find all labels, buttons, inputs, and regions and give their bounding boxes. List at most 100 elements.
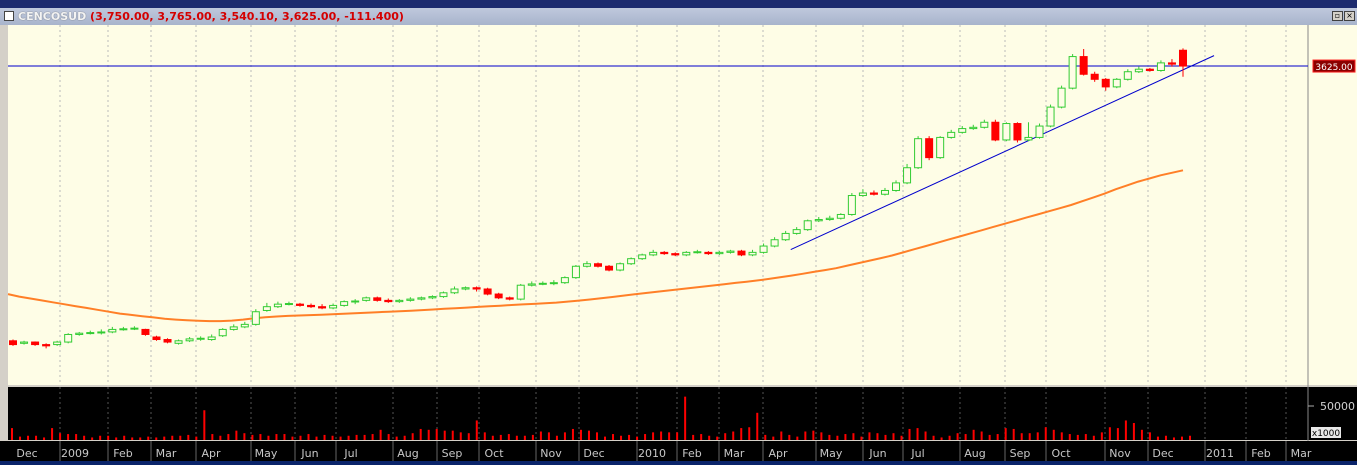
- volume-bar[interactable]: [636, 436, 639, 440]
- candle-body[interactable]: [560, 277, 569, 284]
- candle-body[interactable]: [1145, 68, 1154, 71]
- volume-bar[interactable]: [315, 436, 318, 440]
- candle-body[interactable]: [516, 284, 525, 300]
- restore-button[interactable]: ▫: [1332, 11, 1343, 21]
- candle-body[interactable]: [903, 167, 912, 184]
- volume-bar[interactable]: [515, 435, 518, 440]
- candle-body[interactable]: [450, 288, 459, 294]
- candle-body[interactable]: [1090, 73, 1099, 80]
- candle-body[interactable]: [836, 213, 845, 219]
- candle-body[interactable]: [64, 333, 73, 343]
- volume-bar[interactable]: [435, 428, 438, 440]
- volume-bar[interactable]: [307, 434, 310, 440]
- volume-bar[interactable]: [251, 434, 254, 440]
- volume-bar[interactable]: [235, 430, 238, 440]
- volume-bar[interactable]: [587, 430, 590, 440]
- candle-body[interactable]: [770, 239, 779, 247]
- candle-body[interactable]: [42, 344, 51, 347]
- candle-body[interactable]: [1079, 56, 1088, 75]
- candle-body[interactable]: [439, 292, 448, 298]
- volume-bar[interactable]: [1140, 429, 1143, 440]
- volume-bar[interactable]: [756, 412, 759, 440]
- candle-body[interactable]: [362, 297, 371, 301]
- volume-bar[interactable]: [1132, 423, 1135, 440]
- candle-body[interactable]: [693, 251, 702, 254]
- candle-body[interactable]: [792, 229, 801, 234]
- volume-bar[interactable]: [612, 434, 615, 440]
- volume-bar[interactable]: [684, 396, 687, 440]
- volume-bar[interactable]: [203, 410, 206, 440]
- candle-body[interactable]: [825, 217, 834, 221]
- volume-bar[interactable]: [916, 428, 919, 440]
- volume-bar[interactable]: [732, 431, 735, 441]
- volume-bar[interactable]: [1060, 432, 1063, 440]
- candle-body[interactable]: [295, 303, 304, 306]
- candle-body[interactable]: [406, 298, 415, 301]
- volume-bar[interactable]: [956, 433, 959, 440]
- volume-bar[interactable]: [395, 436, 398, 440]
- candle-body[interactable]: [947, 131, 956, 138]
- candle-body[interactable]: [582, 263, 591, 267]
- candle-body[interactable]: [858, 192, 867, 197]
- volume-bar[interactable]: [716, 436, 719, 440]
- volume-bar[interactable]: [660, 431, 663, 441]
- candle-body[interactable]: [660, 251, 669, 255]
- volume-bar[interactable]: [595, 432, 598, 440]
- volume-bar[interactable]: [379, 429, 382, 440]
- candle-body[interactable]: [638, 254, 647, 260]
- volume-bar[interactable]: [443, 430, 446, 440]
- candle-body[interactable]: [1156, 62, 1165, 71]
- volume-bar[interactable]: [900, 435, 903, 440]
- volume-bar[interactable]: [1156, 436, 1159, 440]
- volume-bar[interactable]: [571, 428, 574, 440]
- candle-body[interactable]: [748, 251, 757, 256]
- candle-body[interactable]: [273, 303, 282, 308]
- candle-body[interactable]: [936, 136, 945, 159]
- candle-body[interactable]: [483, 288, 492, 295]
- candle-body[interactable]: [616, 263, 625, 271]
- volume-bar[interactable]: [1164, 435, 1167, 440]
- volume-bar[interactable]: [179, 435, 182, 440]
- volume-bar[interactable]: [1148, 432, 1151, 440]
- volume-bar[interactable]: [964, 434, 967, 440]
- volume-bar[interactable]: [323, 434, 326, 440]
- candle-body[interactable]: [351, 300, 360, 303]
- volume-bar[interactable]: [43, 437, 46, 440]
- volume-bar[interactable]: [475, 420, 478, 440]
- volume-bar[interactable]: [291, 436, 294, 440]
- volume-bar[interactable]: [483, 432, 486, 440]
- volume-bar[interactable]: [507, 434, 510, 440]
- candle-body[interactable]: [185, 338, 194, 342]
- volume-bar[interactable]: [884, 434, 887, 440]
- volume-bar[interactable]: [331, 435, 334, 440]
- volume-bar[interactable]: [491, 435, 494, 440]
- candle-body[interactable]: [1024, 136, 1033, 141]
- volume-bar[interactable]: [700, 434, 703, 440]
- volume-bar[interactable]: [139, 437, 142, 440]
- candle-body[interactable]: [318, 306, 327, 309]
- volume-bar[interactable]: [940, 437, 943, 440]
- candle-body[interactable]: [1068, 56, 1077, 89]
- candle-body[interactable]: [1013, 123, 1022, 141]
- volume-bar[interactable]: [1189, 435, 1191, 440]
- candle-body[interactable]: [1002, 123, 1011, 141]
- volume-bar[interactable]: [539, 431, 542, 441]
- volume-bar[interactable]: [820, 432, 823, 440]
- candle-body[interactable]: [627, 258, 636, 265]
- candle-body[interactable]: [417, 297, 426, 300]
- volume-bar[interactable]: [275, 434, 278, 440]
- volume-bar[interactable]: [924, 431, 927, 441]
- volume-bar[interactable]: [451, 430, 454, 440]
- volume-bar[interactable]: [123, 435, 126, 440]
- candle-body[interactable]: [119, 328, 128, 331]
- volume-bar[interactable]: [772, 436, 775, 440]
- chart-area[interactable]: Dec 2009 Feb Mar Apr May Jun Jul Aug Sep Oct Nov Dec…: [0, 25, 1357, 461]
- volume-bar[interactable]: [67, 434, 70, 440]
- candle-body[interactable]: [20, 341, 29, 344]
- candle-body[interactable]: [75, 332, 84, 335]
- volume-bar[interactable]: [1108, 427, 1111, 440]
- volume-bar[interactable]: [499, 434, 502, 440]
- candle-body[interactable]: [373, 297, 382, 301]
- volume-bar[interactable]: [163, 436, 166, 440]
- volume-bar[interactable]: [644, 434, 647, 440]
